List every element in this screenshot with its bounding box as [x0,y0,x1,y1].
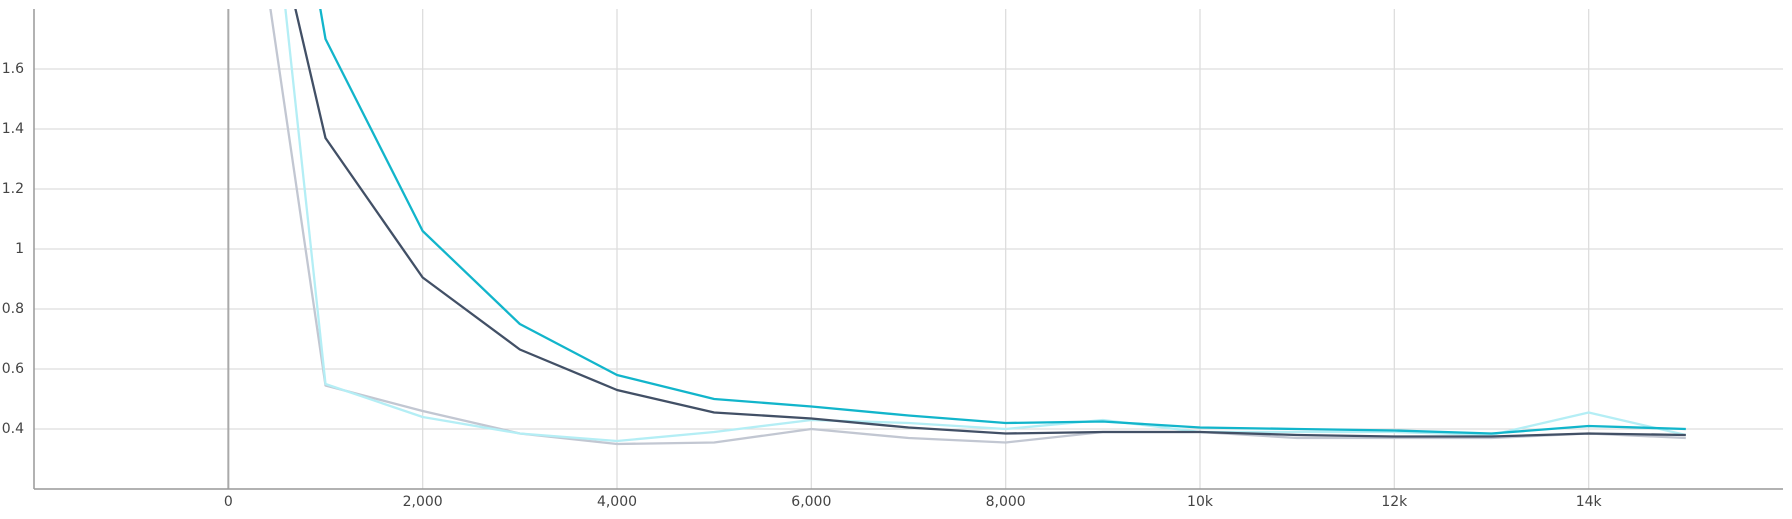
series-line [269,9,1686,446]
y-tick-label: 0.8 [2,301,24,317]
series-line [319,9,1686,435]
y-tick-label: 1.4 [2,121,24,137]
series-line [284,9,1687,443]
x-tick-label: 12k [1381,494,1408,510]
x-tick-label: 0 [224,494,233,510]
y-tick-label: 1.6 [2,61,24,77]
plot-area [269,9,1687,446]
y-tick-label: 1 [15,241,24,257]
grid [34,9,1783,489]
tick-labels: 0.4 0.6 0.8 1 1.2 1.4 1.6 0 2,000 4,000 6,000 8,000… [2,61,1603,510]
y-tick-label: 1.2 [2,181,24,197]
x-tick-label: 6,000 [791,494,831,510]
x-tick-label: 4,000 [597,494,637,510]
x-tick-label: 14k [1576,494,1603,510]
y-tick-label: 0.6 [2,361,24,377]
y-tick-label: 0.4 [2,421,24,437]
x-tick-label: 10k [1187,494,1214,510]
x-tick-label: 2,000 [403,494,443,510]
x-tick-label: 8,000 [986,494,1026,510]
series-line [294,9,1686,438]
